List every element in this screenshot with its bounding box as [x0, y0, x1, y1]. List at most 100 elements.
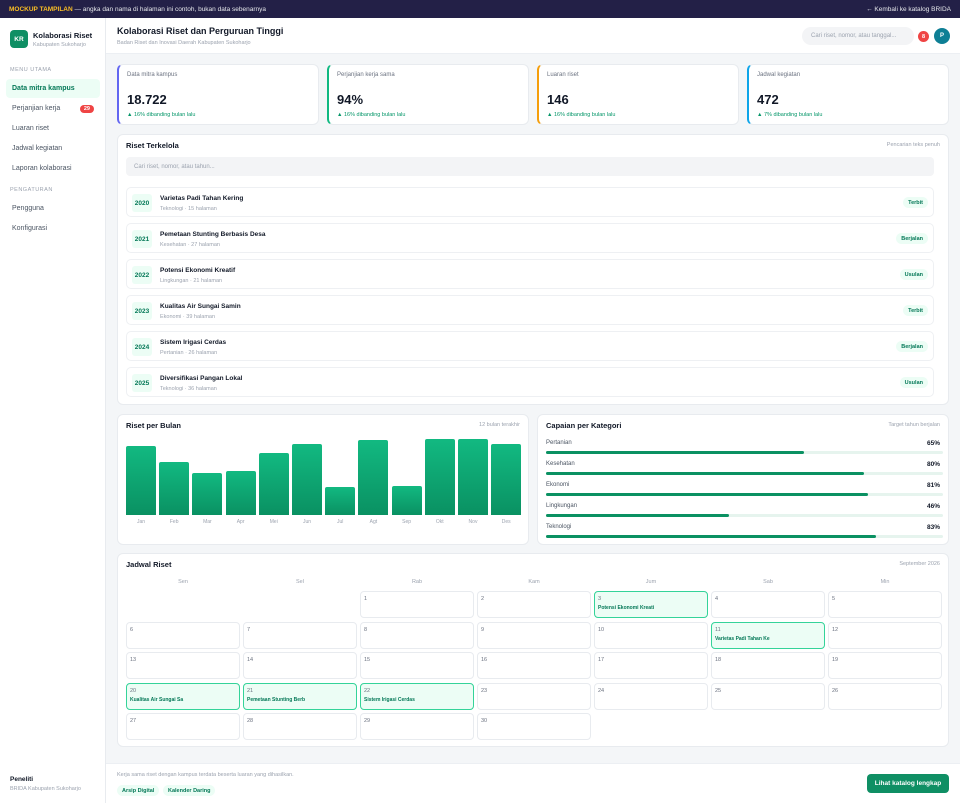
catalog-button[interactable]: Lihat katalog lengkap — [867, 774, 949, 793]
section-title: Capaian per Kategori — [546, 421, 622, 430]
calendar-event-day[interactable]: 22 Sistem Irigasi Cerdas — [360, 682, 474, 710]
category-percent: 80% — [926, 461, 940, 468]
year-badge: 2022 — [132, 266, 152, 284]
year-badge: 2023 — [132, 302, 152, 320]
calendar-day[interactable]: 13 — [126, 652, 240, 679]
sidebar-item-label: Luaran riset — [12, 125, 49, 132]
calendar-day[interactable]: 25 — [711, 682, 825, 710]
research-row[interactable]: 2022 Potensi Ekonomi Kreatif Lingkungan · … — [126, 259, 934, 289]
sidebar-item-laporan[interactable]: Laporan kolaborasi — [6, 159, 100, 178]
month-tick-label: Jan — [136, 519, 146, 525]
month-tick-label: Mar — [203, 519, 212, 525]
day-number: 1 — [364, 596, 368, 602]
status-badge: Berjalan — [896, 341, 928, 352]
weekday-label: Sel — [296, 579, 304, 585]
sidebar-item-mitra[interactable]: Data mitra kampus — [6, 79, 100, 98]
month-tick-label: Nov — [468, 519, 478, 525]
research-title: Varietas Padi Tahan Kering — [160, 195, 244, 202]
banner-tag: MOCKUP TAMPILAN — [9, 5, 73, 13]
progress-track — [546, 493, 943, 496]
calendar-day[interactable]: 30 — [477, 713, 591, 740]
calendar-day[interactable]: 26 — [828, 682, 942, 710]
calendar-day[interactable]: 18 — [711, 652, 825, 679]
year-badge: 2025 — [132, 374, 152, 392]
research-row[interactable]: 2023 Kualitas Air Sungai Samin Ekonomi · 3… — [126, 295, 934, 325]
chart-hint: 12 bulan terakhir — [479, 422, 520, 428]
calendar-day[interactable]: 19 — [828, 652, 942, 679]
stat-card-mitra: Data mitra kampus 18.722 ▲ 16% dibanding… — [117, 64, 319, 125]
calendar-event-day[interactable]: 21 Pemetaan Stunting Berb — [243, 682, 357, 710]
calendar-day[interactable]: 14 — [243, 652, 357, 679]
status-badge: Berjalan — [896, 233, 928, 244]
sidebar-item-luaran[interactable]: Luaran riset — [6, 119, 100, 138]
search-input[interactable]: Cari riset, nomor, atau tanggal... — [802, 27, 914, 45]
status-badge: Usulan — [899, 377, 928, 388]
sidebar-item-label: Jadwal kegiatan — [12, 145, 63, 152]
category-label: Kesehatan — [546, 461, 575, 467]
progress-fill — [546, 451, 805, 454]
calendar-event-day[interactable]: 3 Potensi Ekonomi Kreati — [594, 591, 708, 618]
research-search-input[interactable]: Cari riset, nomor, atau tahun... — [126, 157, 934, 176]
calendar-day[interactable]: 4 — [711, 591, 825, 618]
calendar-day[interactable]: 5 — [828, 591, 942, 618]
month-tick-label: Apr — [236, 519, 245, 525]
calendar-month: September 2026 — [899, 561, 940, 567]
calendar-day[interactable]: 1 — [360, 591, 474, 618]
category-percent: 83% — [926, 524, 940, 531]
calendar-day[interactable]: 8 — [360, 621, 474, 649]
research-row[interactable]: 2020 Varietas Padi Tahan Kering Teknologi … — [126, 187, 934, 217]
calendar-day[interactable]: 6 — [126, 621, 240, 649]
stat-value: 472 — [757, 92, 779, 107]
weekday-label: Rab — [411, 579, 423, 585]
notification-badge[interactable]: 8 — [918, 31, 929, 42]
day-number: 26 — [832, 687, 839, 694]
chip-kalender-daring[interactable]: Kalender Daring — [163, 785, 216, 796]
page-title: Kolaborasi Riset dan Perguruan Tinggi — [117, 26, 284, 36]
chip-arsip-digital[interactable]: Arsip Digital — [117, 785, 160, 796]
mockup-banner: MOCKUP TAMPILAN — angka dan nama di hala… — [0, 0, 960, 18]
category-progress-card: Capaian per Kategori Target tahun berjal… — [537, 414, 949, 545]
research-row[interactable]: 2024 Sistem Irigasi Cerdas Pertanian · 26 … — [126, 331, 934, 361]
calendar-day[interactable]: 12 — [828, 621, 942, 649]
brand-subtitle: Kabupaten Sukoharjo — [33, 41, 86, 48]
sidebar-item-konfigurasi[interactable]: Konfigurasi — [6, 219, 100, 238]
page-subtitle: Badan Riset dan Inovasi Daerah Kabupaten… — [117, 40, 251, 46]
calendar-day[interactable]: 24 — [594, 682, 708, 710]
calendar-event-day[interactable]: 20 Kualitas Air Sungai Sa — [126, 682, 240, 710]
back-to-catalog-link[interactable]: ← Kembali ke katalog BRIDA — [866, 5, 951, 13]
category-percent: 81% — [926, 482, 940, 489]
calendar-day[interactable]: 9 — [477, 621, 591, 649]
calendar-day[interactable]: 23 — [477, 682, 591, 710]
research-row[interactable]: 2021 Pemetaan Stunting Berbasis Desa Keseh… — [126, 223, 934, 253]
calendar-day[interactable]: 17 — [594, 652, 708, 679]
research-title: Potensi Ekonomi Kreatif — [160, 267, 236, 274]
research-meta: Kesehatan · 27 halaman — [160, 242, 220, 248]
calendar-event-day[interactable]: 11 Varietas Padi Tahan Ke — [711, 621, 825, 649]
event-title: Sistem Irigasi Cerdas — [364, 696, 415, 703]
research-row[interactable]: 2025 Diversifikasi Pangan Lokal Teknologi … — [126, 367, 934, 397]
weekday-label: Jum — [645, 579, 657, 585]
brand[interactable]: KR Kolaborasi Riset Kabupaten Sukoharjo — [10, 30, 92, 48]
sidebar-item-pengguna[interactable]: Pengguna — [6, 199, 100, 218]
sidebar-item-jadwal[interactable]: Jadwal kegiatan — [6, 139, 100, 158]
calendar-day[interactable]: 15 — [360, 652, 474, 679]
calendar-day[interactable]: 2 — [477, 591, 591, 618]
chart-bar — [391, 486, 422, 515]
progress-fill — [546, 493, 868, 496]
calendar-day[interactable]: 16 — [477, 652, 591, 679]
calendar-day[interactable]: 28 — [243, 713, 357, 740]
calendar-day[interactable]: 27 — [126, 713, 240, 740]
calendar-day[interactable]: 10 — [594, 621, 708, 649]
weekday-label: Min — [880, 579, 890, 585]
sidebar-item-perjanjian[interactable]: Perjanjian kerja 29 — [6, 99, 100, 118]
month-tick-label: Mei — [269, 519, 278, 525]
stat-label: Jadwal kegiatan — [757, 72, 801, 78]
avatar[interactable]: P — [934, 28, 950, 44]
chart-bar — [159, 462, 190, 515]
stat-change: ▲ 16% dibanding bulan lalu — [547, 112, 616, 118]
chart-bar — [126, 446, 156, 515]
stat-card-jadwal: Jadwal kegiatan 472 ▲ 7% dibanding bulan… — [747, 64, 949, 125]
day-number: 3 — [598, 596, 602, 602]
calendar-day[interactable]: 29 — [360, 713, 474, 740]
calendar-day[interactable]: 7 — [243, 621, 357, 649]
